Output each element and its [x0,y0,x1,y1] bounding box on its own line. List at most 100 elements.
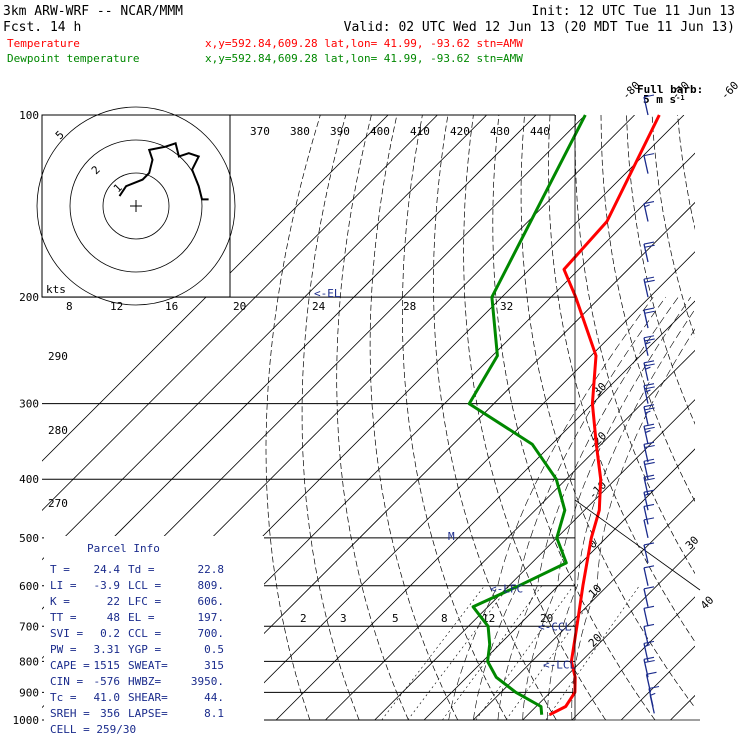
parcel-info-value: 22 [107,595,120,608]
mixing-ratio-line [381,585,485,720]
wind-barb-flag [645,366,651,370]
dry-adiabat-line [336,115,409,720]
parcel-info-value: 356 [100,707,120,720]
wind-barb-flag [643,517,655,521]
pressure-tick-label: 300 [19,398,39,411]
wind-barb-flag [644,338,655,342]
parcel-info-value: 3950. [191,675,224,688]
frame-edge [574,499,701,591]
parcel-info-value: 22.8 [198,563,225,576]
wind-barb-flag [644,310,655,314]
pressure-tick-label: 600 [19,580,39,593]
wind-barb-staff [643,588,649,607]
dry-adiabat-line [600,115,695,503]
wind-barb [643,605,655,627]
wind-barb-flag [643,200,655,205]
parcel-info-value: 1515 [94,659,121,672]
wind-barb [643,276,655,298]
theta-label: 370 [250,125,270,138]
level-marker: <-LFC [490,582,523,595]
level-marker: M [448,530,455,543]
wind-barb [643,565,655,586]
parcel-info-key: LFC = [128,595,161,608]
wind-barb-flag [643,474,655,478]
dry-adiabat-line [463,115,606,720]
parcel-info-key: LAPSE= [128,707,168,720]
parcel-info-key: CIN = [50,675,83,688]
level-marker: <-CCL [538,620,571,633]
wind-barb-flag [644,386,655,390]
barb-legend-value: 5 m s-1 [643,93,685,106]
parcel-info-value: 0.2 [100,627,120,640]
wind-barb-staff [643,544,649,564]
parcel-info-value: 809. [198,579,225,592]
parcel-info-key: TT = [50,611,77,624]
wind-barb-flag [643,383,655,387]
wind-barb-flag [643,458,655,462]
isotherm-line [42,115,537,610]
valid-time: Valid: 02 UTC Wed 12 Jun 13 (20 MDT Tue … [344,20,735,35]
dry-adiabat-line [651,115,695,338]
parcel-info-key: Tc = [50,691,77,704]
isotherm-line [571,596,695,720]
dewpoint-profile [467,114,587,715]
wind-barb [643,200,655,222]
wind-barb-flag [645,341,651,345]
theta-label: 410 [410,125,430,138]
wind-barb [643,623,655,645]
wind-barb [643,153,655,174]
wind-barb-staff [643,626,649,645]
wind-barb-flag [643,565,655,569]
moist-adiabat-line [448,296,654,720]
isotherm-line [620,645,695,720]
temperature-legend: Temperature [7,37,80,50]
pressure-tick-label: 100 [19,109,39,122]
parcel-info-value: 41.0 [94,691,121,704]
parcel-info-value: 700. [198,627,225,640]
wind-barb-flag [643,360,655,364]
parcel-info-key: K = [50,595,70,608]
wind-barb [643,335,655,356]
parcel-info-value: 8.1 [204,707,224,720]
dry-adiabat-label: 270 [48,497,68,510]
wind-barb-flag [643,94,655,98]
wind-barb-flag [643,441,655,445]
parcel-info-key: SWEAT= [128,659,168,672]
wind-barb-staff [643,608,649,627]
pressure-tick-label: 800 [19,655,39,668]
dry-adiabat-label: 290 [48,350,68,363]
mixing-ratio-label: 2 [300,612,307,625]
wind-barb [643,542,655,564]
wind-barb-staff [643,519,649,539]
speed-scale-label: 8 [66,300,73,313]
wind-barb-flag [645,430,651,434]
moist-adiabat-line [473,296,666,720]
wind-barb-flag [644,407,655,411]
parcel-info-key: LI = [50,579,77,592]
parcel-info-title: Parcel Info [87,542,160,555]
mixing-ratio-line [475,585,574,720]
speed-scale-label: 16 [165,300,178,313]
dry-adiabat-line [548,115,695,643]
pressure-tick-label: 900 [19,686,39,699]
wind-barb [643,360,655,381]
dry-adiabat-line [265,115,321,720]
dry-adiabat-line [402,115,508,720]
wind-barb-flag [644,477,655,481]
temperature-location: x,y=592.84,609.28 lat,lon= 41.99, -93.62… [205,37,523,50]
mixing-ratio-label: 5 [392,612,399,625]
wind-barb-flag [643,307,655,311]
wind-barb-flag [644,644,650,648]
parcel-info-value: 606. [198,595,225,608]
wind-barb [643,517,655,539]
moist-adiabat-line [547,308,695,720]
pressure-tick-label: 700 [19,620,39,633]
wind-barb-flag [643,335,655,339]
wind-barb-staff [643,506,649,525]
parcel-info-value: 0.5 [204,643,224,656]
wind-barb-flag [643,153,655,157]
parcel-info-key: SREH = [50,707,90,720]
wind-barb-flag [643,656,655,660]
wind-barb-flag [644,279,655,283]
